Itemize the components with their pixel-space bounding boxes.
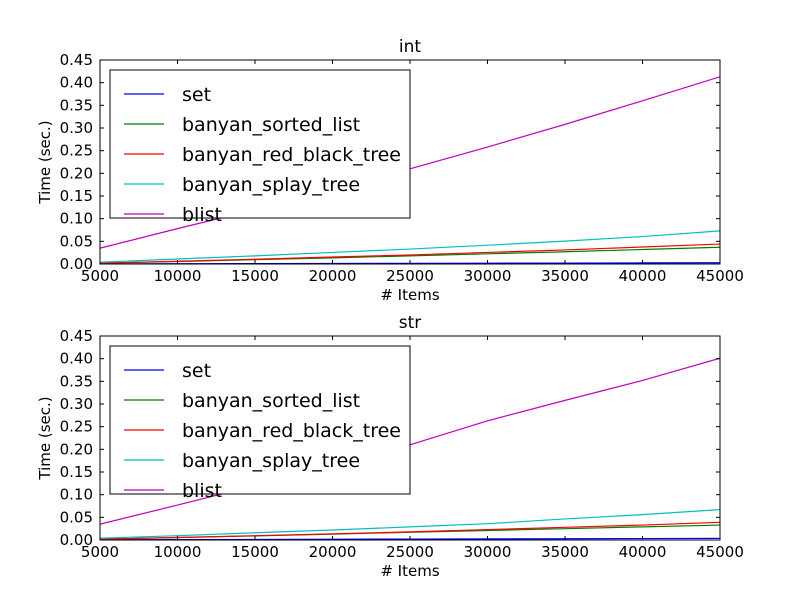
x-tick-label: 10000 — [154, 267, 202, 285]
legend-label-set: set — [182, 360, 211, 382]
x-axis-label: # Items — [380, 562, 439, 580]
y-tick-label: 0.35 — [60, 96, 93, 114]
y-tick-label: 0.25 — [60, 418, 93, 436]
y-tick-label: 0.10 — [60, 486, 93, 504]
x-tick-label: 5000 — [81, 267, 119, 285]
x-tick-label: 25000 — [386, 543, 434, 561]
x-axis-label: # Items — [380, 286, 439, 304]
legend-label-blist: blist — [182, 204, 222, 226]
series-line-banyan_splay_tree — [100, 230, 720, 263]
y-tick-label: 0.45 — [60, 51, 93, 69]
x-tick-label: 20000 — [309, 543, 357, 561]
y-tick-label: 0.30 — [60, 395, 93, 413]
subplot-title: str — [399, 313, 422, 333]
y-tick-label: 0.45 — [60, 327, 93, 345]
legend: set banyan_sorted_list banyan_red_black_tr… — [109, 345, 411, 502]
x-tick-label: 15000 — [231, 267, 279, 285]
y-tick-label: 0.30 — [60, 119, 93, 137]
x-tick-label: 45000 — [696, 267, 744, 285]
y-tick-label: 0.40 — [60, 74, 93, 92]
legend-label-banyan_splay_tree: banyan_splay_tree — [182, 174, 360, 196]
y-tick-label: 0.20 — [60, 164, 93, 182]
y-axis-label: Time (sec.) — [36, 396, 54, 480]
y-tick-label: 0.05 — [60, 508, 93, 526]
y-tick-label: 0.15 — [60, 187, 93, 205]
subplot-str: 5000 10000 15000 20000 25000 30000 35000 40000 4… — [36, 313, 744, 580]
x-tick-label: 20000 — [309, 267, 357, 285]
x-tick-label: 25000 — [386, 267, 434, 285]
legend-box — [109, 345, 411, 495]
legend-label-banyan_splay_tree: banyan_splay_tree — [182, 450, 360, 472]
legend-label-banyan_red_black_tree: banyan_red_black_tree — [182, 420, 401, 442]
subplot-int: 5000 10000 15000 20000 25000 30000 35000 40000 4… — [36, 37, 744, 304]
x-tick-label: 35000 — [541, 267, 589, 285]
y-tick-label: 0.00 — [60, 255, 93, 273]
x-tick-label: 10000 — [154, 543, 202, 561]
y-tick-label: 0.15 — [60, 463, 93, 481]
legend-box — [109, 69, 411, 219]
y-tick-label: 0.35 — [60, 372, 93, 390]
x-tick-label: 45000 — [696, 543, 744, 561]
y-tick-label: 0.40 — [60, 350, 93, 368]
y-tick-label: 0.10 — [60, 210, 93, 228]
x-tick-label: 15000 — [231, 543, 279, 561]
x-tick-label: 35000 — [541, 543, 589, 561]
series-line-banyan_red_black_tree — [100, 243, 720, 264]
x-tick-label: 30000 — [464, 543, 512, 561]
legend-label-banyan_red_black_tree: banyan_red_black_tree — [182, 144, 401, 166]
subplot-title: int — [399, 37, 421, 57]
y-tick-label: 0.05 — [60, 232, 93, 250]
series-line-banyan_red_black_tree — [100, 521, 720, 540]
y-tick-label: 0.25 — [60, 142, 93, 160]
legend-label-blist: blist — [182, 480, 222, 502]
x-tick-label: 5000 — [81, 543, 119, 561]
series-line-banyan_splay_tree — [100, 509, 720, 539]
x-tick-label: 40000 — [619, 543, 667, 561]
x-tick-label: 30000 — [464, 267, 512, 285]
legend: set banyan_sorted_list banyan_red_black_tr… — [109, 69, 411, 226]
legend-label-banyan_sorted_list: banyan_sorted_list — [182, 390, 360, 412]
legend-label-set: set — [182, 84, 211, 106]
x-tick-label: 40000 — [619, 267, 667, 285]
y-tick-label: 0.20 — [60, 440, 93, 458]
legend-label-banyan_sorted_list: banyan_sorted_list — [182, 114, 360, 136]
y-axis-label: Time (sec.) — [36, 120, 54, 204]
y-tick-label: 0.00 — [60, 531, 93, 549]
